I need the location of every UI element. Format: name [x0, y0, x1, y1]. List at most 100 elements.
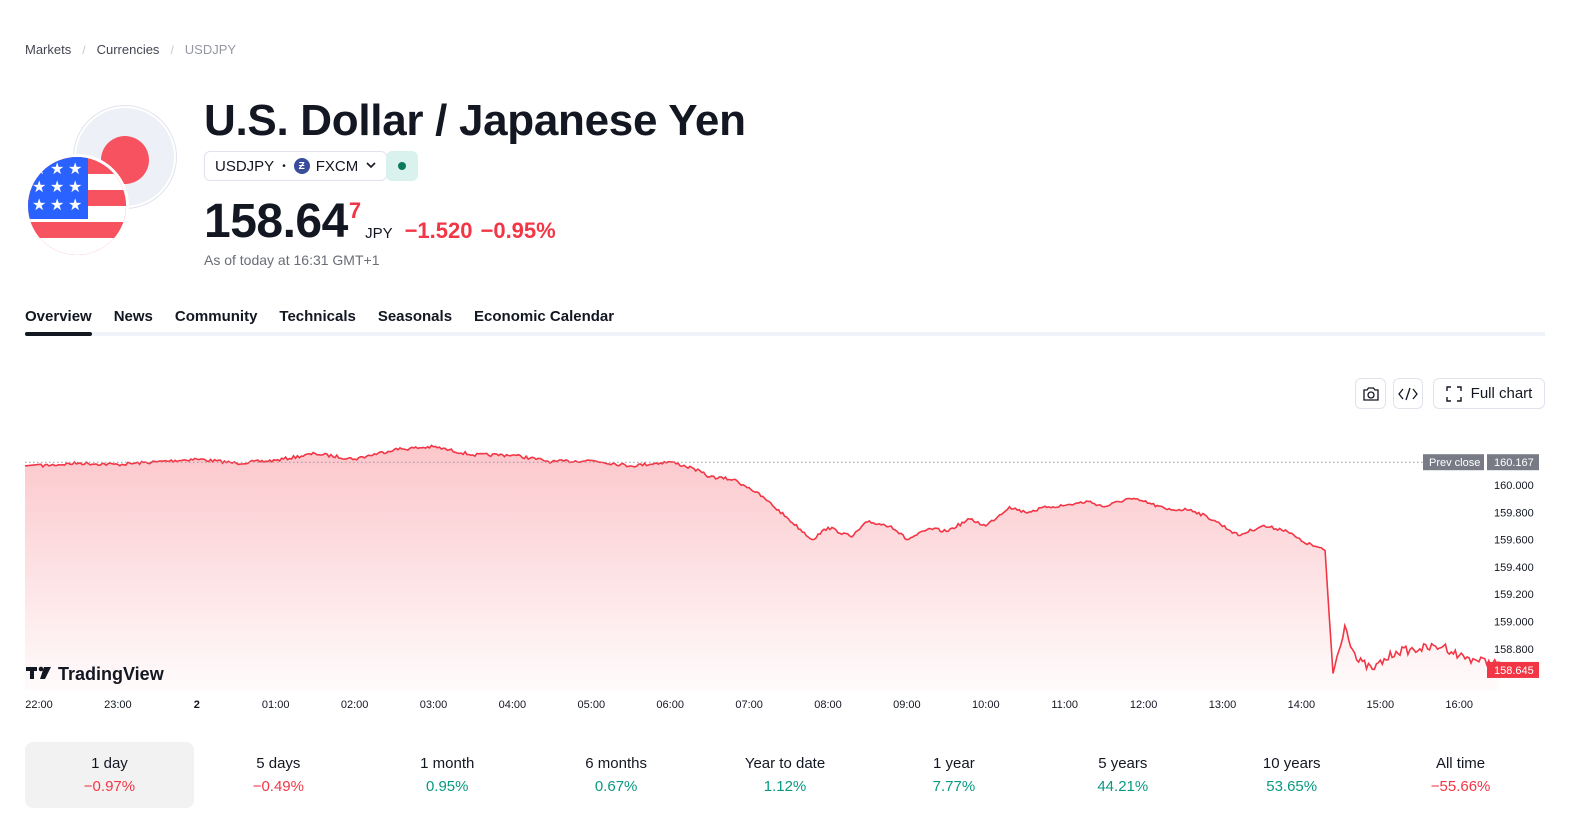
status-dot-icon	[398, 162, 406, 170]
last-price-label-bg	[1487, 661, 1539, 678]
price-value: 158.64	[204, 195, 348, 248]
period-1-day[interactable]: 1 day −0.97%	[25, 742, 194, 808]
price-chart[interactable]: 160.000 159.800 159.600 159.400 159.200 159.0…	[0, 420, 1575, 720]
tab-seasonals[interactable]: Seasonals	[377, 308, 453, 325]
x-tick-label: 06:00	[656, 699, 684, 711]
breadcrumb-currencies[interactable]: Currencies	[96, 42, 160, 57]
period-label: 5 years	[1098, 755, 1148, 772]
period-all-time[interactable]: All time −55.66%	[1376, 742, 1545, 808]
usa-flag-icon: ★ ★ ★ ★ ★ ★ ★ ★ ★	[25, 154, 129, 258]
y-tick-label: 159.200	[1494, 589, 1534, 601]
period-change: −55.66%	[1430, 778, 1491, 795]
period-6-months[interactable]: 6 months 0.67%	[532, 742, 701, 808]
x-tick-label: 23:00	[104, 699, 132, 711]
period-change: 1.12%	[763, 778, 807, 795]
period-1-year[interactable]: 1 year 7.77%	[869, 742, 1038, 808]
tab-overview[interactable]: Overview	[25, 306, 92, 336]
breadcrumb-current: USDJPY	[184, 42, 237, 57]
period-change: 53.65%	[1266, 778, 1318, 795]
svg-text:★: ★	[32, 177, 46, 196]
currency-pair-flags: ★ ★ ★ ★ ★ ★ ★ ★ ★	[25, 106, 177, 258]
svg-text:★: ★	[68, 177, 82, 196]
price-currency: JPY	[365, 225, 393, 242]
period-label: 1 year	[933, 755, 975, 772]
page-title: U.S. Dollar / Japanese Yen	[204, 96, 746, 145]
x-tick-label: 2	[194, 699, 200, 711]
period-label: Year to date	[744, 755, 826, 772]
period-label: 10 years	[1262, 755, 1321, 772]
x-tick-label: 04:00	[499, 699, 527, 711]
breadcrumb: Markets / Currencies / USDJPY	[25, 42, 236, 57]
period-change: −0.49%	[252, 778, 304, 795]
y-tick-label: 159.800	[1494, 507, 1534, 519]
y-tick-label: 159.000	[1494, 617, 1534, 629]
last-price-label: 158.645	[1494, 665, 1534, 677]
period-10-years[interactable]: 10 years 53.65%	[1207, 742, 1376, 808]
tradingview-logo[interactable]: TradingView	[26, 664, 165, 684]
tab-technicals[interactable]: Technicals	[279, 308, 356, 325]
period-5-days[interactable]: 5 days −0.49%	[194, 742, 363, 808]
svg-text:★: ★	[32, 159, 46, 178]
period-label: 6 months	[585, 755, 647, 772]
x-tick-label: 13:00	[1209, 699, 1237, 711]
tradingview-wordmark: TradingView	[58, 664, 165, 684]
svg-text:★: ★	[50, 177, 64, 196]
expand-icon	[1445, 385, 1462, 402]
prev-close-label: Prev close	[1429, 457, 1480, 469]
period-label: 1 month	[420, 755, 475, 772]
price-last-digit: 7	[348, 198, 362, 223]
period-label: 1 day	[91, 755, 128, 772]
breadcrumb-separator: /	[170, 42, 174, 57]
y-tick-label: 160.000	[1494, 480, 1534, 492]
price-change: −1.520	[404, 218, 473, 243]
snapshot-button[interactable]	[1355, 378, 1386, 409]
camera-icon	[1362, 386, 1380, 402]
prev-close-value-bg	[1487, 454, 1539, 471]
svg-text:★: ★	[68, 195, 82, 214]
tab-community[interactable]: Community	[174, 308, 258, 325]
market-open-status-badge[interactable]	[386, 151, 418, 181]
tab-news[interactable]: News	[113, 308, 153, 325]
tradingview-logo-icon	[26, 666, 51, 679]
quote-timestamp: As of today at 16:31 GMT+1	[204, 252, 380, 268]
x-tick-label: 07:00	[735, 699, 763, 711]
period-year-to-date[interactable]: Year to date 1.12%	[701, 742, 870, 808]
section-tabs: Overview News Community Technicals Seaso…	[25, 306, 1545, 336]
period-change: 0.95%	[425, 778, 469, 795]
symbol-exchange-selector[interactable]: USDJPY • Ƶ FXCM	[204, 151, 388, 181]
period-label: 5 days	[256, 755, 301, 772]
x-tick-label: 09:00	[893, 699, 921, 711]
separator-dot: •	[282, 160, 286, 172]
exchange-label: FXCM	[315, 157, 359, 175]
breadcrumb-markets[interactable]: Markets	[25, 42, 72, 57]
chevron-down-icon	[366, 160, 376, 172]
prev-close-marker: Prev close 160.167	[1423, 454, 1539, 471]
price-change-percent: −0.95%	[480, 218, 556, 243]
full-chart-button[interactable]: Full chart	[1433, 378, 1545, 409]
period-change: 7.77%	[932, 778, 976, 795]
period-5-years[interactable]: 5 years 44.21%	[1038, 742, 1207, 808]
x-tick-label: 05:00	[578, 699, 606, 711]
period-change: 44.21%	[1097, 778, 1149, 795]
symbol-label: USDJPY	[215, 157, 275, 175]
embed-button[interactable]	[1393, 378, 1423, 409]
svg-text:★: ★	[50, 195, 64, 214]
prev-close-value: 160.167	[1494, 457, 1534, 469]
x-tick-label: 08:00	[814, 699, 842, 711]
x-tick-label: 10:00	[972, 699, 1000, 711]
x-tick-label: 22:00	[25, 699, 53, 711]
x-tick-label: 11:00	[1051, 699, 1078, 711]
x-tick-label: 15:00	[1367, 699, 1395, 711]
period-label: All time	[1435, 755, 1486, 772]
tab-economic-calendar[interactable]: Economic Calendar	[474, 308, 615, 325]
price-area-fill	[25, 445, 1499, 690]
period-1-month[interactable]: 1 month 0.95%	[363, 742, 532, 808]
x-tick-label: 02:00	[341, 699, 369, 711]
y-tick-label: 159.600	[1494, 535, 1534, 547]
breadcrumb-separator: /	[82, 42, 86, 57]
y-tick-label: 159.400	[1494, 562, 1534, 574]
fxcm-logo-icon: Ƶ	[293, 158, 310, 174]
x-tick-label: 03:00	[420, 699, 448, 711]
full-chart-label: Full chart	[1470, 385, 1533, 402]
prev-close-label-bg	[1423, 454, 1484, 471]
